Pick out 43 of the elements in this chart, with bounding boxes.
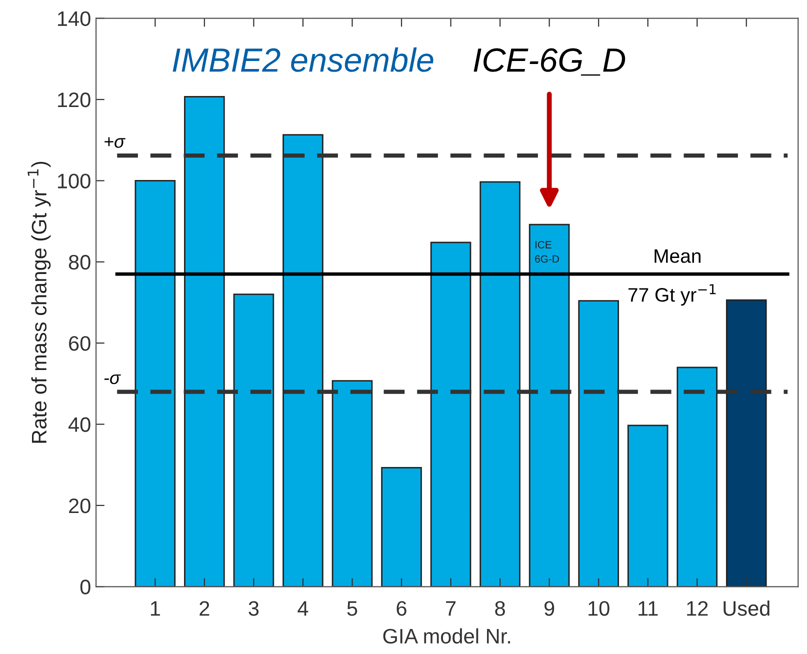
x-tick-label: 2: [200, 601, 210, 616]
bar: [676, 366, 718, 587]
x-tick-label: 11: [638, 601, 658, 616]
bar: [430, 242, 472, 587]
x-tick-label: 4: [298, 601, 308, 616]
y-tick-label: 100: [58, 174, 90, 188]
bar: [480, 181, 520, 587]
y-tick-label: 120: [58, 92, 90, 108]
y-tick-label: 20: [69, 498, 90, 514]
y-tick-label: 40: [68, 417, 90, 432]
x-tick-label: 3: [248, 601, 259, 616]
x-tick-label: 7: [446, 601, 456, 616]
ref-line-label: -σ: [104, 374, 121, 384]
bar: [381, 467, 422, 587]
annotation: 77 Gt yr$^{−1}$: [628, 284, 716, 306]
bar: [184, 96, 225, 587]
x-tick-label: Used: [724, 600, 770, 616]
annotation: ICE 6G-D: [535, 241, 559, 263]
bar: [528, 224, 570, 587]
y-axis-title: Rate of mass change (Gt yr$^{−1}$): [28, 162, 51, 443]
bar: [282, 134, 324, 587]
y-tick-label: 80: [68, 254, 90, 270]
x-axis-title: GIA model Nr.: [383, 628, 510, 644]
y-tick-label: 60: [69, 336, 90, 351]
x-tick-label: 5: [347, 601, 358, 616]
annotation: IMBIE2 ensemble: [172, 47, 434, 72]
x-tick-label: 12: [687, 601, 708, 616]
ref-line-label: +σ: [104, 137, 126, 148]
x-tick-label: 10: [588, 601, 610, 616]
x-tick-label: 9: [544, 601, 554, 616]
x-tick-label: 6: [396, 601, 406, 616]
bar: [233, 294, 274, 587]
bar: [578, 300, 619, 587]
ref-line-label: Mean: [654, 249, 700, 263]
bar: [627, 424, 668, 587]
y-tick-label: 0: [80, 580, 90, 594]
x-tick-label: 8: [495, 601, 505, 616]
y-tick-label: 140: [58, 11, 90, 26]
annotation: ICE-6G_D: [474, 48, 626, 76]
bar: [134, 180, 176, 587]
bar: [332, 380, 373, 587]
x-tick-label: 1: [150, 601, 160, 616]
bar: [726, 299, 767, 587]
